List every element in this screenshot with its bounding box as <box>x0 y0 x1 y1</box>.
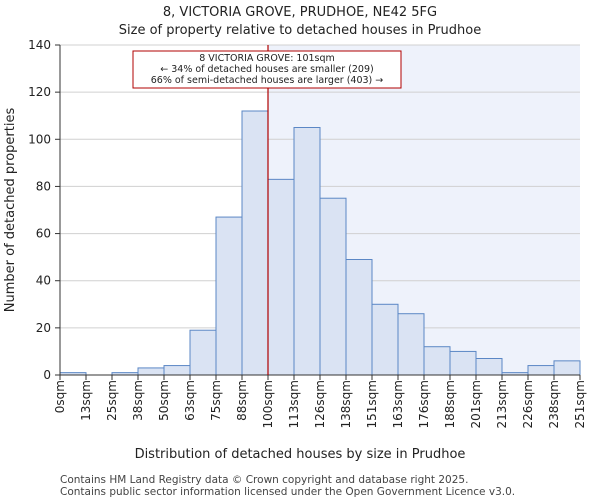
annotation-larger: 66% of semi-detached houses are larger (… <box>151 75 384 86</box>
x-tick-label: 113sqm <box>287 380 301 428</box>
y-tick-label: 120 <box>28 85 51 99</box>
x-tick-label: 226sqm <box>521 380 535 428</box>
x-tick-label: 138sqm <box>339 380 353 428</box>
histogram-bar <box>475 358 503 376</box>
x-tick-label: 38sqm <box>131 380 145 421</box>
y-tick-label: 100 <box>28 132 51 146</box>
histogram-bar <box>553 360 581 376</box>
histogram-bar <box>345 259 373 376</box>
y-tick-label: 60 <box>36 227 51 241</box>
annotation-smaller: ← 34% of detached houses are smaller (20… <box>160 64 373 75</box>
annotation-title: 8 VICTORIA GROVE: 101sqm <box>199 53 335 64</box>
footer-line-2: Contains public sector information licen… <box>60 486 515 498</box>
histogram-bar <box>241 110 269 376</box>
x-tick-label: 0sqm <box>53 380 67 413</box>
histogram-bar <box>449 350 477 376</box>
y-tick-label: 140 <box>28 38 51 52</box>
x-tick-label: 188sqm <box>443 380 457 428</box>
y-tick-label: 80 <box>36 179 51 193</box>
x-axis-label: Distribution of detached houses by size … <box>135 447 466 462</box>
x-tick-label: 126sqm <box>313 380 327 428</box>
annotation-border <box>132 50 402 89</box>
x-tick-label: 176sqm <box>417 380 431 428</box>
x-tick-label: 25sqm <box>105 380 119 421</box>
x-tick-label: 100sqm <box>261 380 275 428</box>
x-tick-label: 50sqm <box>157 380 171 421</box>
x-tick-label: 151sqm <box>365 380 379 428</box>
y-tick-label: 0 <box>43 368 51 382</box>
histogram-bar <box>397 313 425 376</box>
chart-title: 8, VICTORIA GROVE, PRUDHOE, NE42 5FG <box>163 5 437 20</box>
histogram-bar <box>371 303 399 376</box>
histogram-bar <box>163 365 191 376</box>
histogram-bar <box>423 346 451 376</box>
histogram-bar <box>293 127 321 376</box>
x-tick-label: 213sqm <box>495 380 509 428</box>
x-tick-label: 13sqm <box>79 380 93 421</box>
histogram-bar <box>215 216 243 376</box>
histogram-bar <box>267 178 295 376</box>
histogram-bar <box>189 329 217 376</box>
chart-subtitle: Size of property relative to detached ho… <box>119 23 481 38</box>
annotation-box: 8 VICTORIA GROVE: 101sqm ← 34% of detach… <box>132 50 402 89</box>
x-tick-label: 251sqm <box>573 380 587 428</box>
x-tick-label: 163sqm <box>391 380 405 428</box>
x-tick-label: 201sqm <box>469 380 483 428</box>
histogram-bar <box>137 367 165 376</box>
x-tick-label: 238sqm <box>547 380 561 428</box>
y-tick-label: 20 <box>36 321 51 335</box>
x-tick-label: 63sqm <box>183 380 197 421</box>
footer-line-1: Contains HM Land Registry data © Crown c… <box>60 474 468 486</box>
histogram-bar <box>527 365 555 376</box>
histogram-bar <box>319 197 347 376</box>
y-tick-label: 40 <box>36 274 51 288</box>
x-tick-label: 88sqm <box>235 380 249 421</box>
y-axis-label: Number of detached properties <box>3 108 18 313</box>
x-tick-label: 75sqm <box>209 380 223 421</box>
